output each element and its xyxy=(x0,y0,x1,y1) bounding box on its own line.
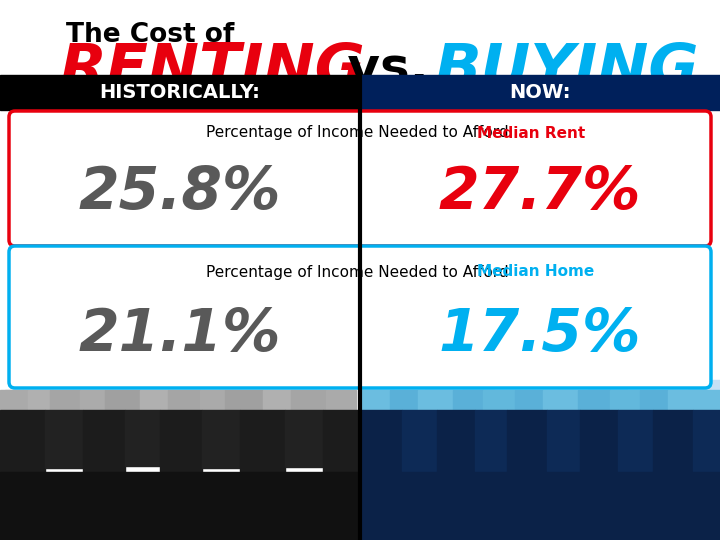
Bar xyxy=(241,390,259,430)
Bar xyxy=(543,390,578,466)
Bar xyxy=(360,390,390,462)
Bar xyxy=(80,390,105,450)
Bar xyxy=(688,380,720,470)
Bar xyxy=(316,390,334,432)
Bar xyxy=(334,390,354,428)
Bar xyxy=(53,390,73,440)
Bar xyxy=(128,390,144,425)
Bar xyxy=(202,410,240,468)
Bar xyxy=(326,390,356,450)
Bar xyxy=(656,380,688,482)
Text: Median Home: Median Home xyxy=(477,265,594,280)
Text: 21.1%: 21.1% xyxy=(78,307,282,363)
Bar xyxy=(285,410,323,467)
Bar xyxy=(73,390,88,425)
Bar xyxy=(360,410,402,478)
Text: Median Rent: Median Rent xyxy=(477,125,585,140)
Bar xyxy=(628,380,656,475)
Bar xyxy=(483,390,515,464)
FancyBboxPatch shape xyxy=(9,111,711,246)
Bar xyxy=(105,390,140,460)
Bar xyxy=(0,472,360,540)
Bar xyxy=(588,380,628,485)
Bar xyxy=(0,390,28,450)
Bar xyxy=(395,380,425,480)
Text: RENTING: RENTING xyxy=(60,40,366,99)
Bar xyxy=(453,390,483,460)
Bar xyxy=(693,410,720,473)
Bar xyxy=(360,75,720,110)
Text: Percentage of Income Needed to Afford: Percentage of Income Needed to Afford xyxy=(206,125,514,140)
Bar xyxy=(0,410,45,475)
Text: 25.8%: 25.8% xyxy=(78,164,282,220)
Bar xyxy=(5,390,23,430)
Bar xyxy=(37,390,53,422)
Bar xyxy=(668,390,720,466)
Text: NOW:: NOW: xyxy=(509,83,571,102)
Bar xyxy=(240,410,285,473)
Bar xyxy=(263,390,291,452)
Bar xyxy=(50,390,80,455)
Bar xyxy=(390,390,418,458)
Bar xyxy=(294,390,316,440)
Bar xyxy=(83,410,125,472)
Bar xyxy=(507,410,547,479)
Bar xyxy=(640,390,668,458)
Bar xyxy=(204,390,219,422)
Bar xyxy=(580,410,618,480)
Bar xyxy=(437,410,475,480)
Bar xyxy=(225,390,263,462)
Bar xyxy=(168,390,200,455)
Bar xyxy=(45,410,83,468)
Bar xyxy=(402,410,437,472)
Text: HISTORICALLY:: HISTORICALLY: xyxy=(99,83,261,102)
Bar xyxy=(558,380,588,468)
Text: The Cost of: The Cost of xyxy=(66,22,235,48)
Bar xyxy=(523,380,558,482)
Bar xyxy=(323,410,360,474)
Bar xyxy=(291,390,326,458)
Bar xyxy=(125,410,160,466)
Text: 17.5%: 17.5% xyxy=(438,307,642,363)
Bar xyxy=(610,390,640,464)
Bar xyxy=(475,410,507,474)
Bar xyxy=(360,472,720,540)
Bar xyxy=(653,410,693,479)
Bar xyxy=(495,380,523,472)
Bar xyxy=(219,390,241,440)
Bar xyxy=(23,390,37,435)
Bar xyxy=(200,390,225,450)
Bar xyxy=(578,390,610,460)
Bar xyxy=(259,390,279,435)
Text: vs.: vs. xyxy=(330,46,446,94)
Bar xyxy=(463,380,495,485)
FancyBboxPatch shape xyxy=(9,246,711,388)
Bar xyxy=(28,390,50,445)
Bar xyxy=(618,410,653,474)
Bar xyxy=(184,390,204,435)
Text: 27.7%: 27.7% xyxy=(438,164,642,220)
Bar xyxy=(279,390,294,425)
Bar xyxy=(515,390,543,458)
Bar xyxy=(418,390,453,466)
Bar xyxy=(88,390,110,432)
Bar xyxy=(360,380,395,470)
Bar xyxy=(140,390,168,448)
Text: Percentage of Income Needed to Afford: Percentage of Income Needed to Afford xyxy=(206,265,514,280)
Bar xyxy=(547,410,580,473)
Bar xyxy=(425,380,463,465)
Text: BUYING: BUYING xyxy=(435,40,700,99)
Bar xyxy=(110,390,128,438)
Bar xyxy=(144,390,168,440)
Bar xyxy=(160,410,202,474)
Bar xyxy=(168,390,184,428)
Bar xyxy=(0,75,360,110)
